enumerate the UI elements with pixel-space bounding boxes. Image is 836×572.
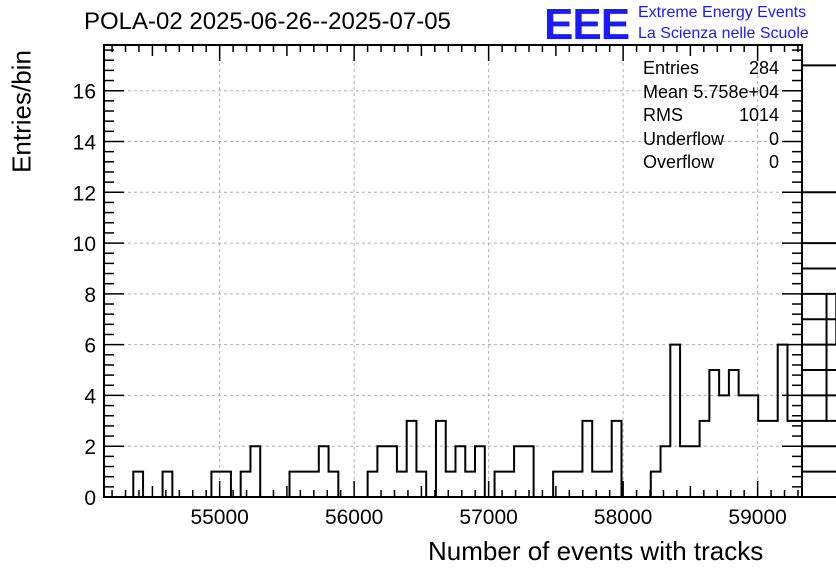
stat-name: Overflow [643, 152, 715, 172]
x-tick-label: 58000 [594, 506, 652, 529]
stat-name: Entries [643, 58, 700, 78]
plot-frame [103, 44, 803, 498]
y-tick-label: 10 [73, 233, 96, 256]
y-tick-label: 14 [73, 131, 97, 154]
y-tick-label: 4 [84, 385, 96, 408]
logo-subtitle-2: La Scienza nelle Scuole [638, 25, 809, 42]
stat-value: 1014 [738, 105, 779, 125]
x-tick-label: 59000 [728, 506, 786, 529]
x-axis-label: Number of events with tracks [428, 536, 764, 566]
y-axis-label: Entries/bin [6, 50, 37, 173]
stats-box: Entries 284 Mean 5.758e+04 RMS 1014 Unde… [643, 58, 779, 176]
histogram-series [104, 64, 836, 498]
stat-value: 0 [768, 128, 779, 149]
stat-value: 5.758e+04 [693, 81, 779, 102]
grid-lines [104, 45, 802, 497]
y-tick-label: 8 [84, 284, 96, 307]
chart-title: POLA-02 2025-06-26--2025-07-05 [84, 8, 451, 35]
y-tick-label: 16 [73, 81, 96, 104]
x-tick-label: 56000 [325, 506, 383, 529]
y-tick-label: 12 [73, 182, 96, 205]
stat-value: 284 [748, 58, 779, 78]
stat-value: 0 [768, 152, 779, 172]
stat-mean: Mean 5.758e+04 [643, 82, 779, 106]
stat-rms: RMS 1014 [643, 105, 779, 129]
y-tick-label: 6 [84, 335, 96, 358]
stat-name: Underflow [643, 128, 725, 149]
eee-logo: EEE [544, 0, 630, 49]
y-tick-label: 2 [84, 436, 96, 459]
stat-name: Mean [643, 81, 689, 102]
logo-subtitle-1: Extreme Energy Events [638, 4, 807, 21]
stat-name: RMS [643, 105, 683, 125]
y-tick-label: 0 [84, 487, 96, 510]
stat-underflow: Underflow 0 [643, 129, 779, 153]
x-tick-label: 57000 [459, 506, 517, 529]
stat-overflow: Overflow 0 [643, 152, 779, 176]
stat-entries: Entries 284 [643, 58, 779, 82]
x-tick-label: 55000 [190, 506, 248, 529]
